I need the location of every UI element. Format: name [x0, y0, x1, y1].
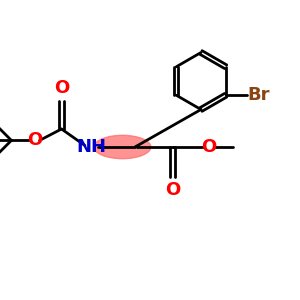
Text: Br: Br — [247, 86, 270, 104]
Text: O: O — [165, 181, 180, 199]
Text: NH: NH — [76, 138, 106, 156]
Text: O: O — [27, 131, 42, 149]
Text: O: O — [201, 138, 216, 156]
Ellipse shape — [94, 135, 151, 159]
Text: O: O — [54, 79, 69, 97]
